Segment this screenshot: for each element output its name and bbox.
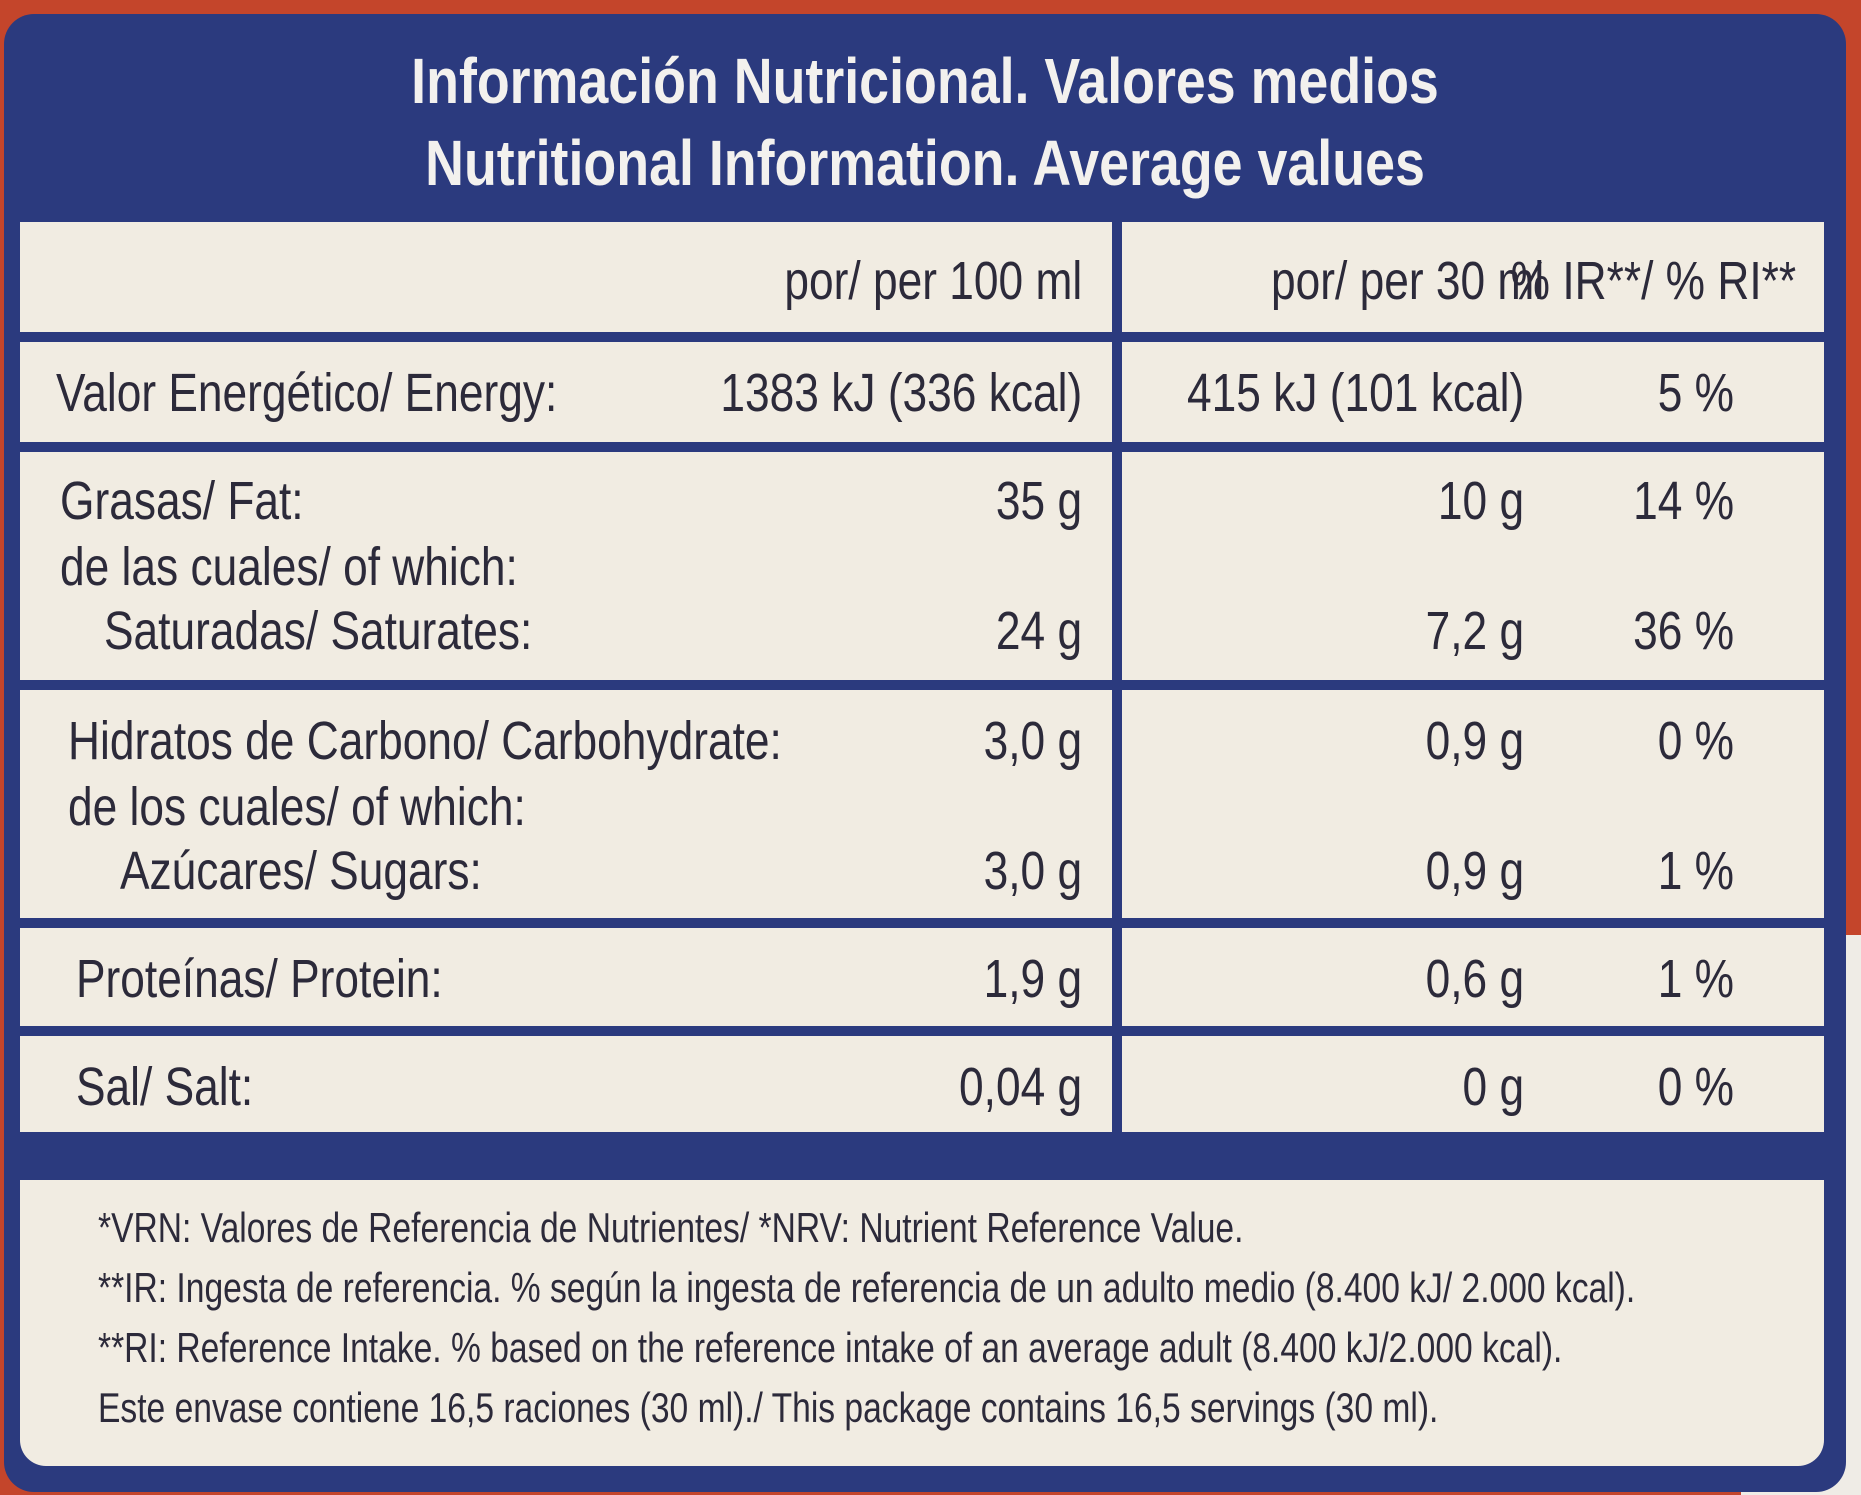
row-label: Hidratos de Carbono/ Carbohydrate:: [68, 711, 782, 771]
nutrition-table: por/ per 100 ml por/ per 30 ml % IR**/ %…: [20, 212, 1824, 1142]
table-header-row: por/ per 100 ml por/ per 30 ml % IR**/ %…: [20, 222, 1824, 332]
footnote-ri: **RI: Reference Intake. % based on the r…: [98, 1324, 1563, 1371]
sub-value-per30: 0,9 g: [1425, 841, 1524, 901]
table-row-fat: Grasas/ Fat: de las cuales/ of which: Sa…: [20, 452, 1824, 680]
value-per30: 10 g: [1437, 471, 1524, 531]
value-pct: 0 %: [1657, 1057, 1734, 1117]
value-pct: 14 %: [1633, 471, 1734, 531]
value-pct: 5 %: [1657, 363, 1734, 423]
table-row-energy: Valor Energético/ Energy: 1383 kJ (336 k…: [20, 342, 1824, 442]
sub-value-per100: 24 g: [995, 601, 1082, 661]
row-sub-label: de las cuales/ of which:: [60, 537, 518, 597]
table-row-salt: Sal/ Salt: 0,04 g 0 g 0 %: [20, 1036, 1824, 1132]
title-english: Nutritional Information. Average values: [425, 127, 1425, 199]
value-per100: 1,9 g: [983, 949, 1082, 1009]
value-per30: 0,9 g: [1425, 711, 1524, 771]
label-header: Información Nutricional. Valores medios …: [151, 14, 1698, 224]
row-label: Sal/ Salt:: [76, 1057, 254, 1117]
table-row-protein: Proteínas/ Protein: 1,9 g 0,6 g 1 %: [20, 928, 1824, 1026]
footnotes: *VRN: Valores de Referencia de Nutriente…: [20, 1180, 1824, 1466]
value-per100: 0,04 g: [958, 1057, 1082, 1117]
footnote-servings: Este envase contiene 16,5 raciones (30 m…: [98, 1384, 1439, 1431]
value-per30: 0,6 g: [1425, 949, 1524, 1009]
value-per100: 35 g: [995, 471, 1082, 531]
value-per30: 415 kJ (101 kcal): [1186, 363, 1524, 423]
row-sub-label: de los cuales/ of which:: [68, 777, 526, 837]
value-pct: 1 %: [1657, 949, 1734, 1009]
sub-value-per30: 7,2 g: [1425, 601, 1524, 661]
row-label: Proteínas/ Protein:: [76, 949, 443, 1009]
title-spanish: Información Nutricional. Valores medios: [411, 45, 1439, 117]
sub-value-pct: 1 %: [1657, 841, 1734, 901]
value-per100: 3,0 g: [983, 711, 1082, 771]
footnote-vrn: *VRN: Valores de Referencia de Nutriente…: [98, 1204, 1244, 1251]
row-label: Valor Energético/ Energy:: [56, 363, 558, 423]
row-sub-item: Azúcares/ Sugars:: [120, 841, 482, 901]
sub-value-pct: 36 %: [1633, 601, 1734, 661]
row-label: Grasas/ Fat:: [60, 471, 304, 531]
row-sub-item: Saturadas/ Saturates:: [104, 601, 533, 661]
table-row-carbohydrate: Hidratos de Carbono/ Carbohydrate: de lo…: [20, 690, 1824, 918]
footnote-ir: **IR: Ingesta de referencia. % según la …: [98, 1264, 1636, 1311]
col-header-per30: por/ per 30 ml: [1270, 251, 1544, 311]
col-header-per100: por/ per 100 ml: [784, 251, 1082, 311]
sub-value-per100: 3,0 g: [983, 841, 1082, 901]
value-pct: 0 %: [1657, 711, 1734, 771]
col-header-pct: % IR**/ % RI**: [1510, 251, 1796, 311]
value-per30: 0 g: [1462, 1057, 1524, 1117]
value-per100: 1383 kJ (336 kcal): [720, 363, 1082, 423]
